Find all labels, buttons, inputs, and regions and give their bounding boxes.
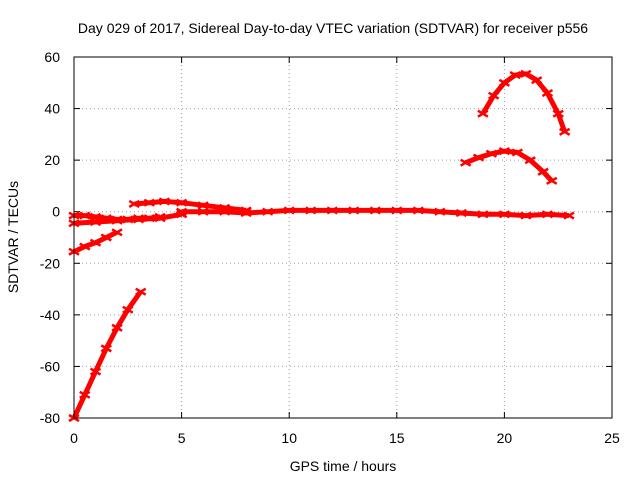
data-point: [520, 211, 532, 220]
data-point: [175, 207, 188, 216]
data-point: [391, 206, 403, 215]
x-tick-label: 0: [70, 430, 78, 446]
data-point: [89, 238, 102, 247]
data-point: [218, 207, 231, 216]
data-point: [111, 228, 123, 237]
data-point: [460, 158, 472, 167]
data-point: [498, 210, 511, 219]
data-point: [135, 287, 147, 296]
data-point: [262, 207, 274, 216]
y-axis-label: SDTVAR / TECUs: [5, 181, 21, 293]
data-point: [100, 344, 112, 353]
data-point: [111, 216, 123, 225]
data-point: [546, 176, 558, 185]
data-point: [531, 76, 543, 85]
data-point: [541, 210, 554, 219]
data-point: [128, 199, 140, 209]
data-point: [552, 109, 564, 118]
tick-labels: 0 5 10 15 20 25 -80 -60 -40 -20 0 20 40 60: [40, 49, 620, 446]
data-point: [197, 207, 209, 216]
data-point: [537, 167, 549, 176]
data-point: [369, 206, 381, 215]
x-tick-label: 5: [178, 430, 186, 446]
data-point: [79, 242, 91, 251]
data-point: [498, 147, 511, 156]
data-point: [158, 197, 171, 206]
data-point: [498, 78, 511, 87]
y-tick-label: -40: [40, 307, 60, 323]
axis-ticks: [73, 56, 613, 419]
data-point: [509, 70, 521, 80]
data-point: [524, 156, 536, 165]
data-point: [485, 149, 498, 158]
data-point: [541, 89, 554, 98]
data-point: [559, 127, 571, 136]
data-point: [79, 390, 91, 399]
data-point: [154, 214, 166, 223]
y-tick-label: -60: [40, 358, 60, 374]
data-point: [477, 210, 489, 219]
data-point: [111, 323, 123, 332]
y-tick-label: -20: [40, 255, 60, 271]
y-tick-label: 40: [44, 101, 60, 117]
data-series: [73, 211, 183, 226]
x-tick-label: 25: [604, 430, 620, 446]
data-point: [412, 206, 424, 215]
data-marks: [68, 69, 575, 423]
y-tick-label: 60: [44, 49, 60, 65]
x-tick-label: 20: [497, 430, 513, 446]
data-point: [175, 198, 188, 207]
data-point: [197, 201, 209, 210]
data-point: [143, 198, 155, 207]
data-point: [472, 153, 485, 162]
y-tick-label: 0: [52, 204, 60, 220]
data-point: [89, 217, 102, 227]
data-point: [79, 211, 91, 220]
data-point: [520, 69, 532, 78]
data-point: [563, 211, 575, 220]
data-point: [348, 206, 360, 215]
data-point: [240, 208, 252, 218]
chart-title: Day 029 of 2017, Sidereal Day-to-day VTE…: [78, 20, 588, 36]
data-series: [480, 71, 568, 133]
x-axis-label: GPS time / hours: [290, 458, 397, 474]
x-tick-label: 10: [281, 430, 297, 446]
data-point: [283, 206, 295, 215]
y-tick-label: -80: [40, 410, 60, 426]
data-point: [434, 207, 446, 216]
data-point: [89, 367, 102, 376]
data-point: [477, 109, 489, 118]
data-point: [511, 148, 523, 157]
data-point: [132, 215, 145, 224]
data-point: [122, 305, 134, 314]
x-tick-label: 15: [389, 430, 405, 446]
plot-frame: [73, 56, 613, 419]
data-point: [455, 208, 468, 218]
grid: [74, 57, 612, 418]
data-point: [100, 233, 112, 242]
data-point: [305, 206, 317, 215]
y-tick-label: 20: [44, 152, 60, 168]
data-point: [487, 91, 500, 100]
data-point: [326, 206, 338, 215]
data-series: [464, 148, 554, 183]
